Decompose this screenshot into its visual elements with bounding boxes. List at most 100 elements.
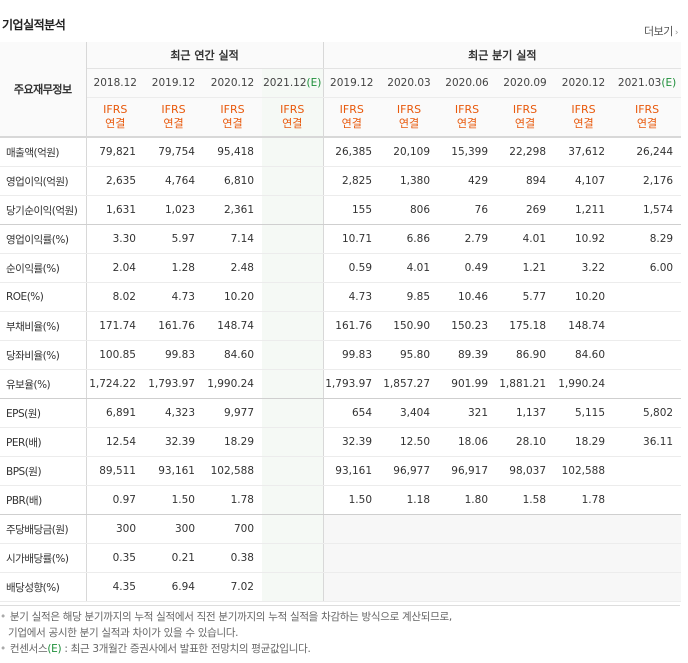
- footnotes: • 분기 실적은 해당 분기까지의 누적 실적에서 직전 분기까지의 누적 실적을…: [0, 605, 680, 657]
- row-label: PER(배): [0, 427, 87, 457]
- table-cell: 10.92: [554, 224, 614, 254]
- table-cell: 1.21: [496, 253, 555, 283]
- basis-header: IFRS 연결: [262, 97, 324, 138]
- table-row: 당좌비율(%) 100.85 99.83 84.60 99.83 95.80 89.39 86…: [0, 340, 682, 370]
- table-cell: 0.21: [144, 543, 203, 573]
- row-label: 주당배당금(원): [0, 514, 87, 544]
- table-cell: [438, 514, 497, 544]
- table-cell: [262, 166, 324, 196]
- table-cell: 5.77: [496, 282, 555, 312]
- table-cell: 300: [86, 514, 144, 544]
- estimate-mark: (E): [306, 77, 322, 89]
- table-cell: 2,361: [203, 195, 262, 225]
- table-row: 순이익률(%) 2.04 1.28 2.48 0.59 4.01 0.49 1.21 3.22 6…: [0, 253, 682, 283]
- footnote-2: • 컨센서스(E) : 최근 3개월간 증권사에서 발표한 전망치의 평균값입니다…: [0, 643, 311, 655]
- table-cell: 0.38: [203, 543, 262, 573]
- table-cell: 99.83: [323, 340, 381, 370]
- table-cell: 32.39: [323, 427, 381, 457]
- period-header: 2018.12: [86, 68, 144, 98]
- table-cell: 18.29: [554, 427, 614, 457]
- table-cell: [438, 543, 497, 573]
- table-cell: 5,115: [554, 398, 614, 428]
- table-cell: 148.74: [203, 311, 262, 341]
- table-cell: 10.71: [323, 224, 381, 254]
- row-label: 매출액(억원): [0, 137, 87, 167]
- table-cell: 1,881.21: [496, 369, 555, 399]
- table-cell: 99.83: [144, 340, 203, 370]
- table-cell: 18.06: [438, 427, 497, 457]
- table-cell: 6.86: [380, 224, 439, 254]
- more-link[interactable]: 더보기 ›: [644, 23, 679, 39]
- table-cell: 0.49: [438, 253, 497, 283]
- table-cell: [554, 514, 614, 544]
- table-cell: 4,764: [144, 166, 203, 196]
- table-cell: 148.74: [554, 311, 614, 341]
- table-cell: 269: [496, 195, 555, 225]
- table-cell: 4,323: [144, 398, 203, 428]
- table-cell: 10.20: [554, 282, 614, 312]
- period-header: 2020.03: [380, 68, 439, 98]
- table-cell: 654: [323, 398, 381, 428]
- table-cell: 79,754: [144, 137, 203, 167]
- table-cell: 93,161: [323, 456, 381, 486]
- table-cell: 4,107: [554, 166, 614, 196]
- table-row: 부채비율(%) 171.74 161.76 148.74 161.76 150.90 150…: [0, 311, 682, 341]
- table-cell: 12.50: [380, 427, 439, 457]
- basis-header: IFRS 연결: [144, 97, 203, 138]
- table-cell: 321: [438, 398, 497, 428]
- table-cell: 26,385: [323, 137, 381, 167]
- table-cell: 98,037: [496, 456, 555, 486]
- basis-header: IFRS 연결: [323, 97, 381, 138]
- period-header: 2020.12: [554, 68, 614, 98]
- table-cell: [262, 572, 324, 602]
- table-row: 매출액(억원) 79,821 79,754 95,418 26,385 20,109 15,…: [0, 137, 682, 167]
- chevron-right-icon: ›: [674, 28, 679, 38]
- section-title: 기업실적분석: [2, 18, 66, 32]
- table-cell: 2,176: [613, 166, 682, 196]
- table-cell: 429: [438, 166, 497, 196]
- table-cell: 0.35: [86, 543, 144, 573]
- table-cell: [262, 282, 324, 312]
- table-cell: [613, 311, 682, 341]
- table-row: 시가배당률(%) 0.35 0.21 0.38: [0, 543, 682, 573]
- table-cell: 20,109: [380, 137, 439, 167]
- period-header: 2019.12: [144, 68, 203, 98]
- table-cell: [613, 514, 682, 544]
- table-cell: [262, 311, 324, 341]
- table-cell: [554, 572, 614, 602]
- table-cell: [613, 340, 682, 370]
- table-cell: 15,399: [438, 137, 497, 167]
- table-cell: 10.20: [203, 282, 262, 312]
- table-cell: [438, 572, 497, 602]
- table-row: ROE(%) 8.02 4.73 10.20 4.73 9.85 10.46 5.77 10.2…: [0, 282, 682, 312]
- table-row: 당기순이익(억원) 1,631 1,023 2,361 155 806 76 269 1,211…: [0, 195, 682, 225]
- row-label: 유보율(%): [0, 369, 87, 399]
- table-cell: [613, 369, 682, 399]
- row-label: PBR(배): [0, 485, 87, 515]
- table-cell: 89,511: [86, 456, 144, 486]
- table-cell: 1.58: [496, 485, 555, 515]
- table-cell: [262, 398, 324, 428]
- table-cell: 1,990.24: [203, 369, 262, 399]
- financial-summary-table: 주요재무정보 최근 연간 실적 최근 분기 실적 2018.12 2019.12 2020…: [0, 42, 682, 602]
- table-cell: 76: [438, 195, 497, 225]
- table-cell: 18.29: [203, 427, 262, 457]
- table-cell: [262, 543, 324, 573]
- table-cell: 3.30: [86, 224, 144, 254]
- key-metrics-header: 주요재무정보: [0, 42, 87, 138]
- table-cell: 1.18: [380, 485, 439, 515]
- table-cell: 300: [144, 514, 203, 544]
- table-cell: 22,298: [496, 137, 555, 167]
- basis-header: IFRS 연결: [203, 97, 262, 138]
- row-label: 영업이익(억원): [0, 166, 87, 196]
- table-cell: 1,793.97: [323, 369, 381, 399]
- table-cell: 95.80: [380, 340, 439, 370]
- table-cell: [613, 572, 682, 602]
- basis-header: IFRS 연결: [613, 97, 682, 138]
- table-cell: 171.74: [86, 311, 144, 341]
- row-label: 시가배당률(%): [0, 543, 87, 573]
- row-label: 당좌비율(%): [0, 340, 87, 370]
- table-cell: [323, 514, 381, 544]
- table-cell: 894: [496, 166, 555, 196]
- basis-header: IFRS 연결: [380, 97, 439, 138]
